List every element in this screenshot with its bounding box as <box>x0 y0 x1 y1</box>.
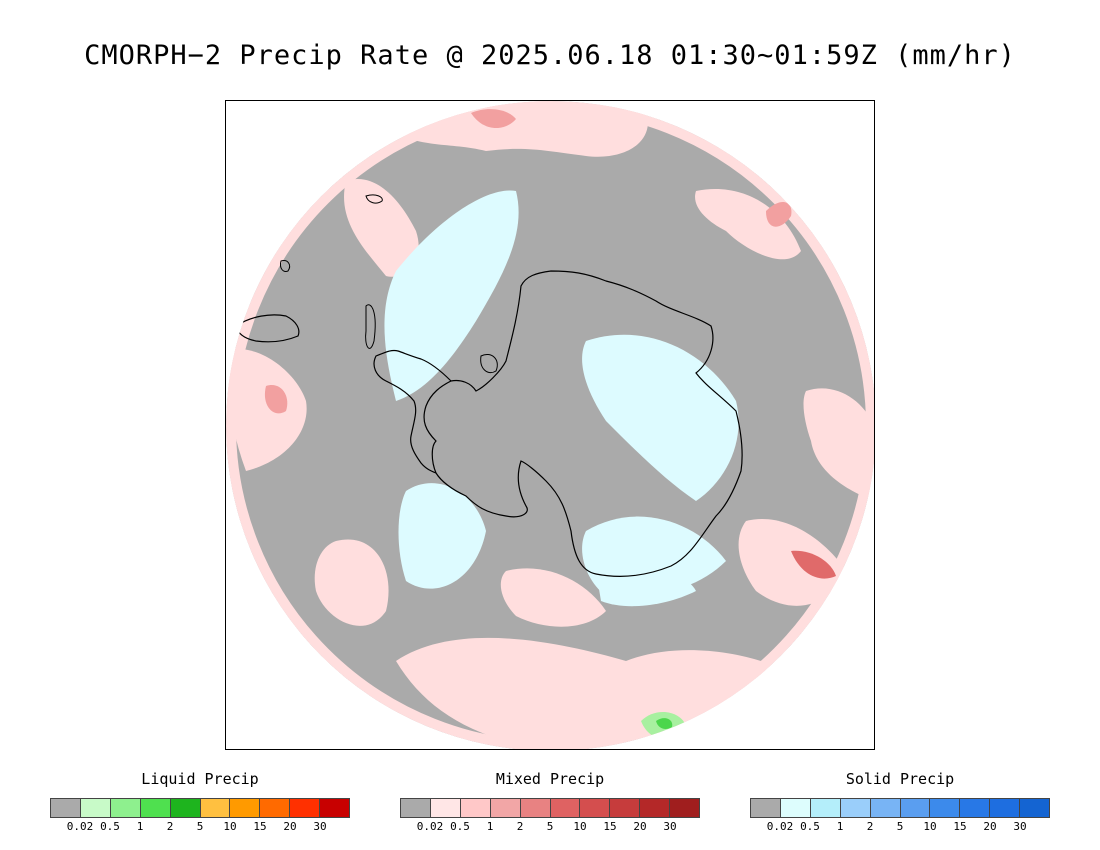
legend-liquid-swatch <box>140 799 171 817</box>
legend-solid-swatch <box>900 799 931 817</box>
legend-mixed-swatch <box>580 799 611 817</box>
mixed-area-bottom-center <box>500 568 606 627</box>
legend-liquid: Liquid Precip 0.02 0.5 1 2 5 10 15 20 30 <box>50 770 350 836</box>
legend-liquid-tick: 1 <box>136 820 144 833</box>
legend-liquid-title: Liquid Precip <box>141 770 259 788</box>
mixed-area-right <box>803 388 874 501</box>
legend-solid-tick: 30 <box>1013 820 1027 833</box>
legend-solid-swatch <box>870 799 901 817</box>
legend-mixed-swatch <box>401 799 431 817</box>
legend-liquid-ticks: 0.02 0.5 1 2 5 10 15 20 30 <box>50 820 350 836</box>
legend-solid-tick: 2 <box>866 820 874 833</box>
legend-solid-swatch <box>960 799 991 817</box>
mixed-area-left <box>226 349 307 471</box>
legend-liquid-swatch <box>200 799 231 817</box>
map-title: CMORPH−2 Precip Rate @ 2025.06.18 01:30~… <box>84 40 1016 71</box>
mixed-precip-regions <box>226 101 874 749</box>
coastline-fragment-ross <box>480 354 498 374</box>
coastline-fragment-islands <box>365 194 383 204</box>
mixed-area-lower-right <box>738 519 846 606</box>
antarctica-coastline <box>423 270 743 577</box>
legend-mixed-swatch <box>640 799 671 817</box>
legend-solid-tick: 1 <box>836 820 844 833</box>
legend-mixed-tick: 15 <box>603 820 617 833</box>
legend-liquid-swatch <box>260 799 291 817</box>
mixed-moderate-left <box>264 385 288 414</box>
legend-mixed: Mixed Precip 0.02 0.5 1 2 5 10 15 20 30 <box>400 770 700 836</box>
legend-liquid-tick: 15 <box>253 820 267 833</box>
legend-mixed-tick: 0.02 <box>416 820 444 833</box>
legend-liquid-swatch <box>51 799 81 817</box>
legend-solid-swatch <box>751 799 781 817</box>
legend-solid-ticks: 0.02 0.5 1 2 5 10 15 20 30 <box>750 820 1050 836</box>
mixed-moderate-lower-right <box>791 550 836 579</box>
coastline-fragment-falklands <box>280 260 291 272</box>
legend-mixed-swatch <box>520 799 551 817</box>
legend-solid-tick: 20 <box>983 820 997 833</box>
mixed-moderate-top <box>471 109 516 129</box>
legend-solid-tick: 0.02 <box>766 820 794 833</box>
legend-liquid-tick: 30 <box>313 820 327 833</box>
legend-mixed-title: Mixed Precip <box>495 770 605 788</box>
legend-liquid-swatch <box>230 799 261 817</box>
legend-solid-swatch <box>930 799 961 817</box>
legend-solid-title: Solid Precip <box>845 770 955 788</box>
legend-mixed-tick: 5 <box>546 820 554 833</box>
legend-mixed-swatch <box>670 799 700 817</box>
legend-liquid-bar <box>50 798 350 818</box>
legend-liquid-tick: 20 <box>283 820 297 833</box>
legend-liquid-swatch <box>80 799 111 817</box>
legend-liquid-tick: 10 <box>223 820 237 833</box>
legend-liquid-tick: 0.5 <box>100 820 120 833</box>
legend-solid-tick: 0.5 <box>800 820 820 833</box>
legend-liquid-swatch <box>170 799 201 817</box>
precip-map-frame <box>225 100 875 750</box>
legend-mixed-bar <box>400 798 700 818</box>
legend-solid-swatch <box>780 799 811 817</box>
legend-mixed-tick: 10 <box>573 820 587 833</box>
legend-solid-swatch <box>810 799 841 817</box>
mixed-area-upper-right <box>695 189 801 260</box>
liquid-area-bottom-core <box>656 718 673 729</box>
legend-mixed-swatch <box>490 799 521 817</box>
legend-liquid-swatch <box>290 799 321 817</box>
legend-solid: Solid Precip 0.02 0.5 1 2 5 10 15 20 30 <box>750 770 1050 836</box>
solid-area-peninsula-north <box>384 190 519 401</box>
legend-mixed-swatch <box>430 799 461 817</box>
legend-liquid-swatch <box>320 799 350 817</box>
legend-solid-tick: 10 <box>923 820 937 833</box>
legend-solid-tick: 5 <box>896 820 904 833</box>
south-america-tip <box>235 314 300 343</box>
legend-mixed-tick: 30 <box>663 820 677 833</box>
legend-mixed-ticks: 0.02 0.5 1 2 5 10 15 20 30 <box>400 820 700 836</box>
legend-solid-bar <box>750 798 1050 818</box>
mixed-area-top-left <box>344 179 419 277</box>
legend-liquid-tick: 2 <box>166 820 174 833</box>
legend-mixed-tick: 2 <box>516 820 524 833</box>
legend-solid-swatch <box>990 799 1021 817</box>
legend-liquid-tick: 5 <box>196 820 204 833</box>
legend-mixed-swatch <box>460 799 491 817</box>
legend-solid-swatch <box>1020 799 1050 817</box>
solid-area-southeast-shelf <box>596 569 696 607</box>
precip-map <box>226 101 874 749</box>
legend-liquid-tick: 0.02 <box>66 820 94 833</box>
legend-mixed-tick: 20 <box>633 820 647 833</box>
legend-mixed-tick: 1 <box>486 820 494 833</box>
legend-solid-swatch <box>840 799 871 817</box>
legend-mixed-swatch <box>550 799 581 817</box>
legend-solid-tick: 15 <box>953 820 967 833</box>
solid-area-west <box>398 483 486 589</box>
legend-liquid-swatch <box>110 799 141 817</box>
legend-mixed-tick: 0.5 <box>450 820 470 833</box>
mixed-moderate-right-upper <box>766 201 792 227</box>
mixed-area-lower-left <box>314 539 389 626</box>
legend-mixed-swatch <box>610 799 641 817</box>
antarctic-peninsula <box>373 349 452 474</box>
coastline-fragment-shetland <box>365 304 376 349</box>
